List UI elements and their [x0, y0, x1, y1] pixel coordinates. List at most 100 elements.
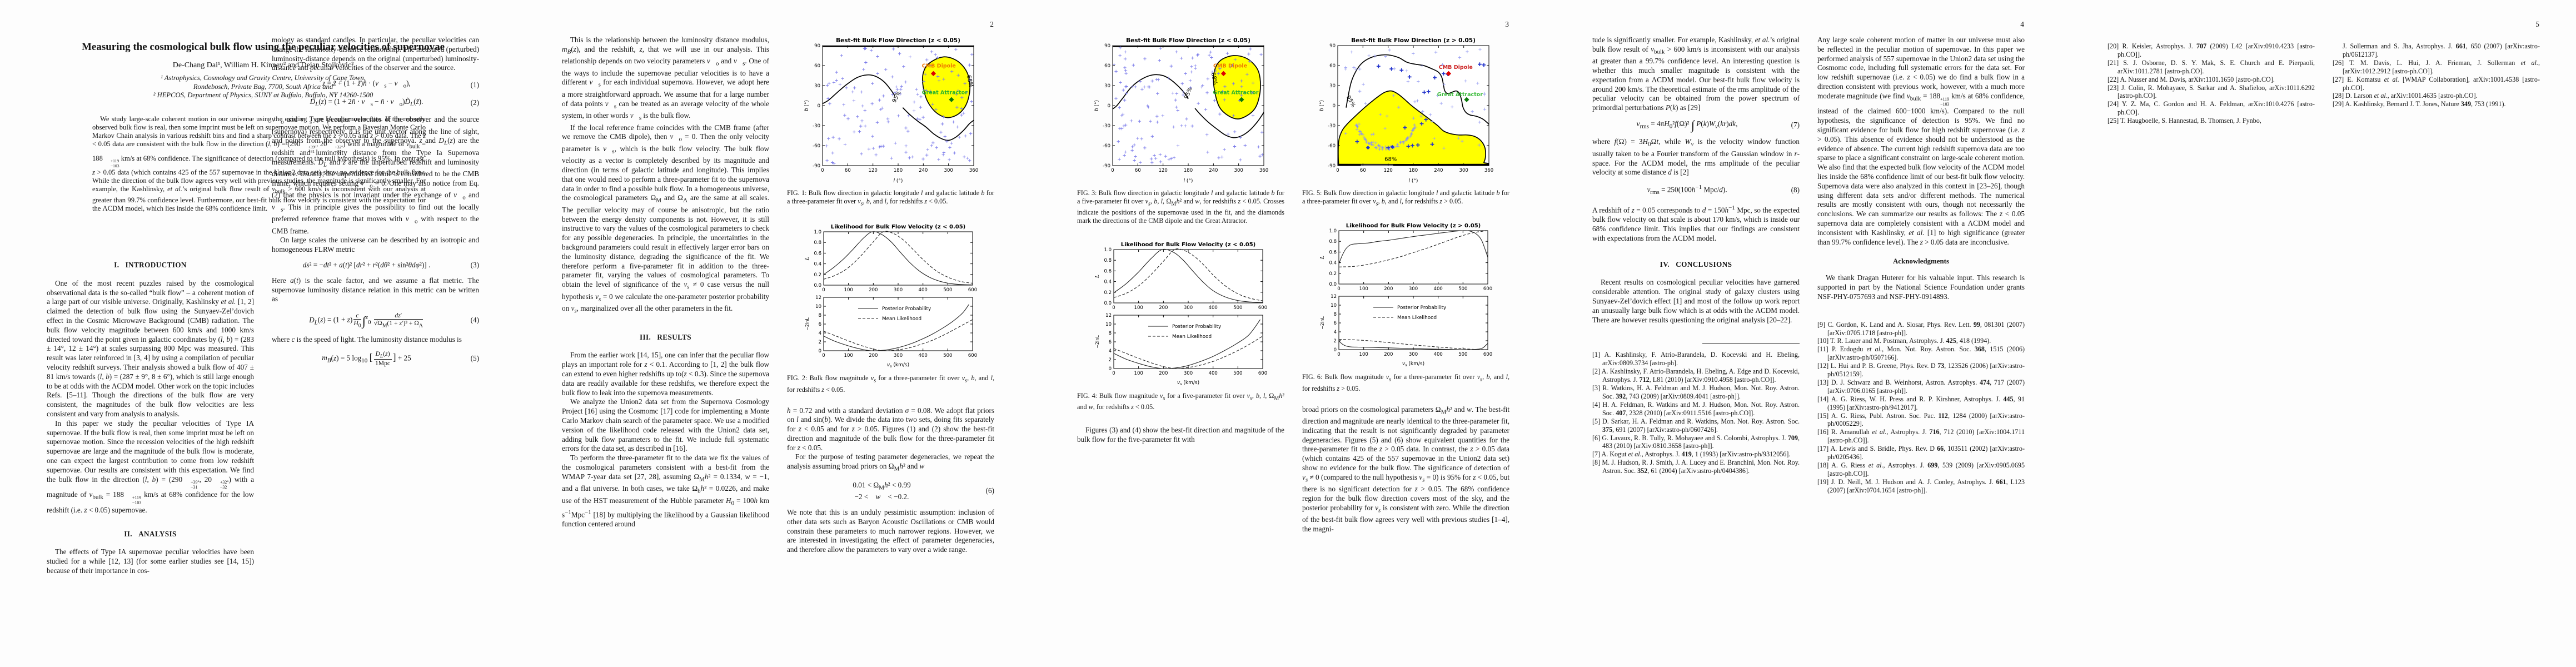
page3-column-right: CMB Dipole Great Attractor 68% 95% 0 60 120 180…	[1302, 36, 1509, 534]
svg-text:360: 360	[969, 168, 978, 173]
svg-text:0.2: 0.2	[1104, 290, 1112, 296]
svg-text:4: 4	[1108, 349, 1111, 354]
svg-text:0: 0	[822, 353, 825, 359]
paragraph: Any large scale coherent motion of matte…	[1817, 36, 2025, 246]
equation: DL(z) = (1 + 2n̂ · v⃗s − n̂ · v⃗o)D̃L(z̃…	[310, 97, 479, 108]
page-4: 4 tude is significantly smaller. For exa…	[1546, 0, 2061, 667]
y-axis-label-likelihood: L	[804, 257, 810, 261]
svg-text:4: 4	[1333, 330, 1336, 335]
svg-text:60: 60	[844, 168, 850, 173]
paragraph: Figures (3) and (4) show the best-fit di…	[1077, 426, 1284, 444]
paragraph: We thank Dragan Huterer for his valuable…	[1817, 273, 2025, 301]
acknowledgments-heading: Acknowledgments	[1893, 257, 1949, 266]
svg-text:200: 200	[869, 353, 878, 359]
paragraph: The effects of Type IA supernovae peculi…	[47, 547, 254, 575]
chart-title: Likelihood for Bulk Flow Velocity (z < 0…	[1120, 242, 1255, 248]
reference-item: [12] L. Hui and P. B. Greene, Phys. Rev.…	[1817, 362, 2025, 379]
section-heading: IV. CONCLUSIONS	[1660, 260, 1732, 268]
series-dashed	[1338, 230, 1488, 268]
svg-text:0.6: 0.6	[1104, 268, 1112, 274]
paragraph: We analyze the Union2 data set from the …	[562, 397, 769, 453]
cmb-dipole-marker	[1446, 71, 1451, 76]
cmb-dipole-marker	[930, 71, 936, 76]
svg-text:300: 300	[893, 287, 902, 293]
equation: vrms = 4πH0²f(Ω)² ∫ P(k)Wv(kr)dk, (7)	[1636, 118, 1800, 132]
page1-column-left: I. INTRODUCTION One of the most recent pu…	[47, 250, 254, 576]
page-number: 4	[2020, 20, 2024, 28]
svg-text:60: 60	[814, 63, 820, 69]
y-axis-label-minus2lnL: −2lnL	[1320, 316, 1325, 330]
page-3: 3 CMB Dipole Great Attractor 68% 95% 0 60 120 1…	[1030, 0, 1546, 667]
svg-text:500: 500	[1458, 352, 1467, 357]
svg-text:2: 2	[1108, 357, 1111, 363]
svg-text:0.6: 0.6	[814, 251, 821, 257]
figure-caption: FIG. 6: Bulk flow magnitude vs for a thr…	[1302, 373, 1509, 392]
fig4-chart: Likelihood for Bulk Flow Velocity (z < 0…	[1094, 242, 1267, 386]
svg-text:100: 100	[1134, 305, 1143, 311]
chart-title: Likelihood for Bulk Flow Velocity (z < 0…	[830, 224, 965, 230]
paragraph: Recent results on cosmological peculiar …	[1592, 278, 1800, 324]
supernovae-markers	[1344, 48, 1486, 150]
svg-text:360: 360	[1484, 168, 1493, 173]
series-solid	[1113, 249, 1263, 303]
reference-item: [29] A. Kashlinsky, Bernard J. T. Jones,…	[2333, 100, 2506, 108]
svg-text:6: 6	[818, 322, 821, 327]
reference-item: [22] A. Nusser and M. Davis, arXiv:1101.…	[2107, 75, 2275, 83]
svg-text:360: 360	[1259, 168, 1268, 173]
figure-caption: FIG. 1: Bulk flow direction in galactic …	[787, 189, 994, 207]
svg-text:600: 600	[968, 353, 976, 359]
svg-text:0.8: 0.8	[1104, 258, 1112, 263]
svg-text:0.0: 0.0	[1329, 282, 1337, 287]
svg-text:100: 100	[1359, 352, 1368, 357]
svg-text:0: 0	[1107, 103, 1110, 109]
svg-text:600: 600	[968, 287, 976, 293]
svg-text:240: 240	[1434, 168, 1443, 173]
reference-item: [3] R. Watkins, H. A. Feldman and M. J. …	[1592, 384, 1800, 400]
svg-text:240: 240	[1209, 168, 1218, 173]
svg-text:-90: -90	[1328, 163, 1336, 169]
cmb-dipole-marker-label: CMB Dipole	[1213, 63, 1247, 69]
page5-column-right: J. Sollerman and S. Jha, Astrophys. J. 6…	[2333, 42, 2540, 108]
reference-item: [14] A. G. Riess, W. H. Press and R. P. …	[1817, 395, 2025, 411]
reference-item: [5] D. Sarkar, H. A. Feldman and R. Watk…	[1592, 417, 1800, 434]
svg-text:0: 0	[1112, 305, 1115, 311]
affiliation-line: Rondebosch, Private Bag, 7700, South Afr…	[193, 82, 333, 91]
equation: vrms = 250(100h−1 Mpc/d). (8)	[1647, 184, 1800, 196]
x-axis-label: l (°)	[1408, 178, 1418, 184]
chart-title: Best-fit Bulk Flow Direction (z > 0.05)	[1351, 37, 1476, 44]
reference-item: [8] M. J. Hudson, R. J. Smith, J. A. Luc…	[1592, 459, 1800, 475]
svg-text:300: 300	[1459, 168, 1468, 173]
legend-posterior-probability: Posterior Probability	[1172, 324, 1221, 330]
fig6-chart: Likelihood for Bulk Flow Velocity (z > 0…	[1319, 223, 1492, 367]
svg-text:300: 300	[1234, 168, 1243, 173]
svg-text:0.2: 0.2	[814, 272, 821, 278]
supernova-diamond-marker	[1390, 145, 1394, 149]
page1-column-right: mology as standard candles. In particula…	[272, 36, 479, 373]
paragraph: broad priors on the cosmological paramet…	[1302, 405, 1510, 533]
great-attractor-marker-label: Great Attractor	[1213, 90, 1258, 96]
svg-text:500: 500	[1458, 286, 1467, 292]
affiliation-line: ¹ Astrophysics, Cosmology and Gravity Ce…	[161, 74, 366, 82]
paragraph: On large scales the universe can be desc…	[272, 236, 479, 254]
svg-text:8: 8	[1108, 331, 1111, 336]
paragraph: To perform the three-parameter fit to th…	[562, 454, 769, 529]
svg-text:90: 90	[814, 43, 820, 49]
svg-text:10: 10	[1331, 303, 1337, 308]
page-number: 5	[2535, 20, 2539, 28]
great-attractor-marker-label: Great Attractor	[1437, 92, 1482, 98]
svg-text:-90: -90	[1103, 163, 1110, 169]
contour-68-label: 68%	[1384, 157, 1397, 163]
page4-column-left: tude is significantly smaller. For examp…	[1592, 36, 1800, 475]
affiliation-line: ² HEPCOS, Department of Physics, SUNY at…	[153, 91, 373, 99]
svg-text:60: 60	[1359, 168, 1366, 173]
svg-text:90: 90	[1104, 43, 1110, 49]
svg-text:400: 400	[1433, 286, 1442, 292]
series-dashed	[823, 319, 973, 351]
svg-text:180: 180	[893, 168, 902, 173]
paragraph: One of the most recent puzzles raised by…	[47, 278, 255, 418]
series-solid	[1338, 230, 1488, 264]
reference-item: [15] A. G. Riess, Publ. Astron. Soc. Pac…	[1817, 411, 2025, 428]
svg-text:-60: -60	[813, 143, 820, 149]
svg-text:600: 600	[1258, 371, 1267, 376]
y-axis-label-minus2lnL: −2lnL	[805, 317, 810, 331]
